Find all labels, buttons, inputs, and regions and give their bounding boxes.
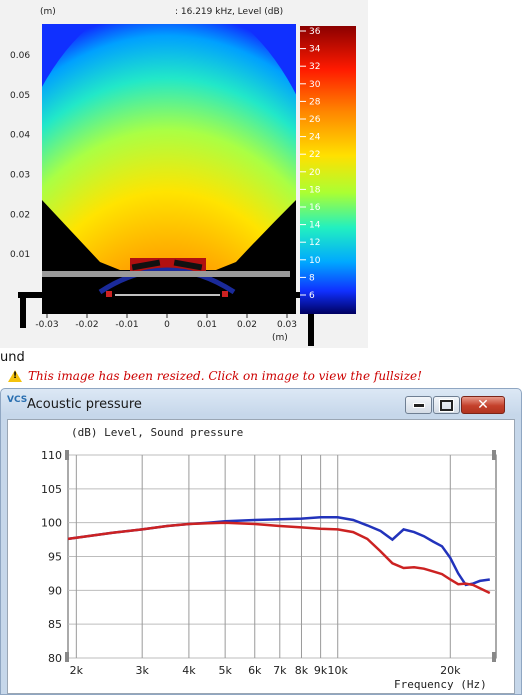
series-line-2 [67,521,491,595]
y-max-handle-right[interactable] [492,450,496,460]
colorbar-tick-label: 14 [309,221,321,231]
x-tick-label: 7k [273,664,287,677]
x-tick-label: 3k [135,664,149,677]
minimize-button[interactable] [405,396,432,414]
x-tick-label: 2k [70,664,84,677]
maximize-icon [440,399,453,411]
colorbar-tick-label: 20 [309,168,321,178]
frequency-response-plot: (dB) Level, Sound pressure 110 105 100 95 90… [7,419,515,694]
colorbar-tick-label: 10 [309,256,321,266]
colorbar [300,26,356,314]
heatmap-y-tick-label: 0.02 [10,210,30,220]
directivity-heatmap-panel: (m) : 16.219 kHz, Level (dB) [0,0,368,348]
x-tick-label: 8k [295,664,309,677]
window-title: Acoustic pressure [27,397,142,412]
colorbar-tick-label: 34 [309,45,321,55]
x-tick-label: 9k [314,664,328,677]
y-max-handle[interactable] [65,450,69,460]
colorbar-tick-label: 6 [309,291,315,301]
heatmap-x-tick-label: 0.03 [277,320,297,330]
heatmap-x-tick-label: 0.01 [197,320,217,330]
x-tick-label: 5k [218,664,232,677]
y-tick-label: 105 [41,483,62,496]
close-button[interactable]: ✕ [461,396,505,414]
heatmap-x-tick-label: 0 [164,320,170,330]
title-bar[interactable]: VCS Acoustic pressure ✕ [1,389,521,421]
heatmap-header: : 16.219 kHz, Level (dB) [175,7,283,17]
colorbar-tick-label: 32 [309,62,320,72]
heatmap-x-tick-label: -0.01 [115,320,138,330]
heatmap-x-tick-label: -0.02 [75,320,98,330]
heatmap-y-tick-label: 0.05 [10,91,30,101]
heatmap-x-tick-label: -0.03 [35,320,58,330]
warning-icon: ! [8,370,22,382]
frequency-response-chart: (dB) Level, Sound pressure 110 105 100 95 90… [41,426,497,691]
heatmap-y-tick-label: 0.04 [10,131,30,141]
acoustic-pressure-window: VCS Acoustic pressure ✕ (dB) Level, Soun… [0,388,522,695]
y-tick-label: 90 [48,584,62,597]
x-axis-label: Frequency (Hz) [394,678,487,691]
heatmap-y-tick-label: 0.03 [10,171,30,181]
heatmap-y-tick-label: 0.06 [10,51,30,61]
colorbar-tick-label: 12 [309,238,320,248]
colorbar-tick-label: 30 [309,80,321,90]
colorbar-tick-label: 18 [309,185,321,195]
x-tick-label: 20k [440,664,461,677]
heatmap-field [42,24,296,314]
x-tick-label: 10k [328,664,349,677]
minimize-icon [412,402,425,408]
colorbar-tick-label: 16 [309,203,321,213]
heatmap-y-tick-label: 0.01 [10,250,30,260]
heatmap-x-tick-label: 0.02 [237,320,257,330]
resize-notice[interactable]: ! This image has been resized. Click on … [8,367,422,385]
heatmap-y-unit: (m) [40,7,56,17]
colorbar-tick-label: 22 [309,150,320,160]
y-tick-label: 110 [41,449,62,462]
heatmap-x-unit: (m) [272,333,288,343]
directivity-heatmap: (m) : 16.219 kHz, Level (dB) [10,7,356,346]
snippet-text: und [0,350,25,365]
maximize-button[interactable] [433,396,460,414]
colorbar-tick-label: 24 [309,133,321,143]
y-min-handle[interactable] [65,652,69,662]
chart-title: (dB) Level, Sound pressure [71,426,243,439]
x-tick-label: 4k [182,664,196,677]
colorbar-tick-label: 8 [309,273,315,283]
y-tick-label: 95 [48,551,62,564]
app-icon[interactable]: VCS [7,395,28,405]
y-min-handle-right[interactable] [492,652,496,662]
colorbar-tick-label: 36 [309,27,321,37]
close-icon: ✕ [477,397,489,413]
colorbar-tick-label: 28 [309,97,321,107]
x-tick-label: 6k [248,664,262,677]
colorbar-tick-label: 26 [309,115,321,125]
y-tick-label: 80 [48,652,62,665]
y-tick-label: 100 [41,517,62,530]
y-tick-label: 85 [48,618,62,631]
resize-notice-text[interactable]: This image has been resized. Click on im… [28,369,422,383]
